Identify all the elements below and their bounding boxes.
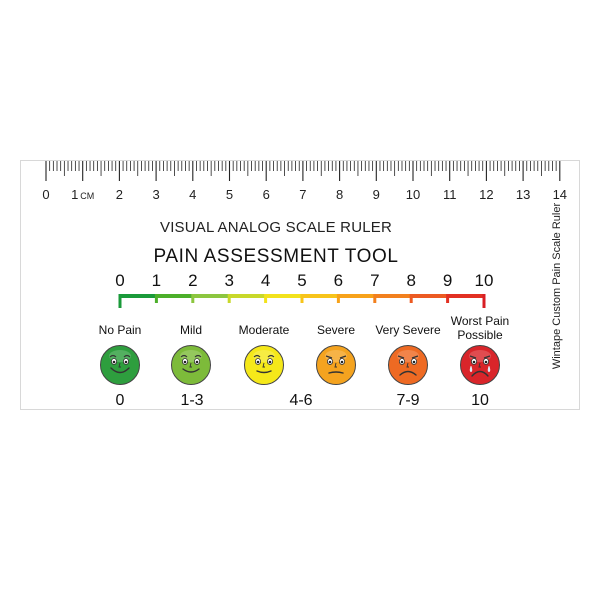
pain-scale-number: 3	[224, 271, 234, 290]
cm-label: 0	[42, 187, 50, 202]
cm-label: 6	[262, 187, 270, 202]
cm-label: 14	[552, 187, 568, 202]
face-label: Very Severe	[375, 323, 441, 337]
face-slight-icon	[244, 345, 284, 385]
cm-label: 7	[299, 187, 307, 202]
pain-scale-number: 2	[188, 271, 198, 290]
face-label: Severe	[316, 323, 356, 337]
cm-label: 12	[479, 187, 494, 202]
pain-scale-number: 10	[474, 271, 494, 290]
cm-label: 5	[225, 187, 234, 202]
cm-unit-label: CM	[80, 191, 95, 201]
face-happy-icon	[100, 345, 140, 385]
cm-label: 2	[115, 187, 124, 202]
range-label: 10	[471, 392, 489, 409]
range-label: 0	[115, 392, 125, 409]
cm-label: 3	[152, 187, 160, 202]
pain-scale-ruler: 0 1 CM 2 3 4 5 6 7 8 9 10 11 12 13 14 VISUAL ANALOG SCA…	[20, 160, 580, 410]
face-label: Mild	[179, 323, 203, 337]
pain-scale-number: 0	[115, 271, 125, 290]
ruler-subtitle: VISUAL ANALOG SCALE RULER	[159, 219, 393, 236]
range-label: 4-6	[289, 392, 313, 409]
face-neutral-icon	[316, 345, 356, 385]
pain-scale-number: 9	[442, 271, 453, 290]
face-label: Worst Pain Possible	[450, 314, 510, 342]
pain-scale-number: 6	[333, 271, 344, 290]
cm-label: 9	[372, 187, 380, 202]
cm-label: 13	[515, 187, 531, 202]
ruler-title: PAIN ASSESSMENT TOOL	[153, 246, 399, 267]
pain-scale-number: 7	[370, 271, 380, 290]
cm-label: 8	[335, 187, 344, 202]
range-label: 1-3	[180, 392, 204, 409]
ruler-graphics	[45, 161, 561, 308]
face-smile-icon	[171, 345, 211, 385]
pain-scale-number: 4	[260, 271, 271, 290]
face-label: No Pain	[98, 323, 142, 337]
cm-label: 1 CM	[71, 187, 95, 202]
face-label: Moderate	[238, 323, 290, 337]
cm-label: 11	[442, 187, 457, 202]
range-label: 7-9	[396, 392, 420, 409]
cm-label: 10	[405, 187, 421, 202]
pain-scale-number: 5	[297, 271, 307, 290]
pain-scale-number: 8	[406, 271, 416, 290]
face-cry-icon	[460, 345, 500, 385]
face-sad-icon	[388, 345, 428, 385]
pain-scale-number: 1	[151, 271, 162, 290]
cm-label: 4	[189, 187, 197, 202]
side-brand-text: Wintape Custom Pain Scale Ruler	[551, 202, 563, 370]
